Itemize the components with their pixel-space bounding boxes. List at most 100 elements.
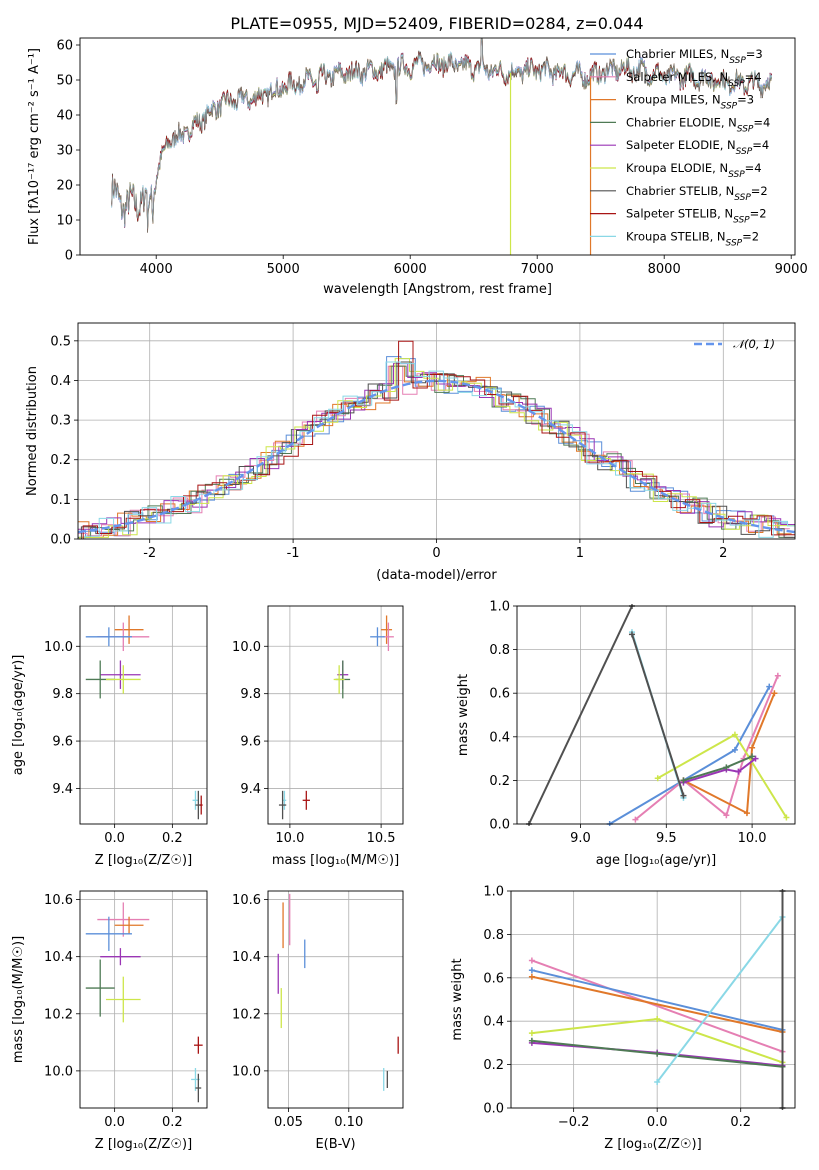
x-tick-label: 9.0 (570, 831, 591, 846)
y-tick-label: 30 (56, 144, 73, 159)
weight-marker (723, 764, 730, 771)
legend-label: Kroupa STELIB, NSSP=2 (626, 229, 759, 248)
legend-label: Kroupa ELODIE, NSSP=4 (626, 161, 762, 180)
weight-marker (528, 1037, 535, 1044)
legend-sub: SSP (737, 124, 754, 134)
weight-marker (654, 775, 661, 782)
y-tick-label: 10.6 (232, 893, 261, 908)
x-tick-label: 8000 (648, 262, 681, 277)
x-axis-label: Z [log₁₀(Z/Z☉)] (95, 853, 192, 868)
y-tick-label: 9.4 (240, 782, 261, 797)
weight-marker (743, 810, 750, 817)
weight-marker (749, 744, 756, 751)
legend-label: Salpeter STELIB, NSSP=2 (626, 207, 767, 226)
legend-sub: SSP (728, 79, 745, 89)
weight-line-kroupa-miles (531, 975, 783, 1033)
legend-suffix: =4 (752, 138, 769, 152)
weight-marker (654, 1050, 661, 1057)
y-tick-label: 0.8 (483, 928, 504, 943)
legend-suffix: =4 (745, 70, 762, 84)
legend-label: Kroupa MILES, NSSP=3 (626, 93, 754, 112)
axes-frame (267, 890, 404, 1109)
line-plot-area (528, 889, 786, 1110)
line-plot-area (526, 604, 790, 826)
x-tick-label: 10.5 (367, 831, 396, 846)
weight-marker (766, 683, 773, 690)
legend-suffix: =3 (746, 47, 763, 61)
y-tick-label: 60 (56, 39, 73, 54)
x-tick-label: 0.2 (162, 1115, 183, 1130)
legend-sub: SSP (728, 170, 745, 180)
y-tick-label: 0.6 (489, 687, 510, 702)
age-vs-metallicity-panel: 0.0 0.2 9.4 9.6 9.8 10.0 Z [log₁₀(Z/Z☉)] age [l… (11, 605, 208, 868)
y-tick-label: 1.0 (483, 885, 504, 900)
weight-marker (680, 777, 687, 784)
axes-frame (79, 605, 208, 825)
mass-vs-reddening-panel: 0.05 0.10 10.0 10.2 10.4 10.6 E(B-V) (232, 890, 404, 1152)
spectrum-panel: 4000 5000 6000 7000 8000 9000 0 10 20 30 40 50 60 wav… (27, 37, 808, 297)
weight-marker (774, 672, 781, 679)
x-tick-label: 0.0 (647, 1115, 668, 1130)
y-tick-label: 0.8 (489, 643, 510, 658)
y-axis-label: mass weight (450, 958, 465, 1040)
spectrum-line-salpeter-stelib (111, 38, 772, 231)
x-tick-label: 6000 (394, 262, 427, 277)
x-tick-label: 7000 (521, 262, 554, 277)
x-tick-label: -1 (287, 546, 300, 561)
legend-name: Chabrier STELIB, N (626, 184, 734, 198)
x-tick-label: 0.0 (104, 1115, 125, 1130)
weight-marker (752, 755, 759, 762)
axes-frame (79, 37, 796, 256)
y-axis-label: Flux [fλ10⁻¹⁷ erg cm⁻² s⁻¹ A⁻¹] (27, 48, 42, 245)
weight-marker (680, 792, 687, 799)
histogram-salpeter-stelib (82, 340, 795, 539)
axes-frame (516, 605, 796, 825)
legend-sub: SSP (733, 216, 750, 226)
y-tick-label: 10.6 (44, 893, 73, 908)
legend-sub: SSP (736, 147, 753, 157)
x-tick-label: 4000 (140, 262, 173, 277)
legend-suffix: =4 (753, 115, 770, 129)
y-tick-label: 10 (56, 214, 73, 229)
weight-vs-metallicity-panel: −0.2 0.0 0.2 0.0 0.2 0.4 0.6 0.8 1.0 Z [log₁₀(Z/Z… (450, 885, 796, 1152)
y-tick-label: 0.4 (483, 1015, 504, 1030)
weight-marker (528, 1030, 535, 1037)
weight-line-chabrier-stelib (528, 605, 633, 825)
weight-marker (783, 814, 790, 821)
x-tick-label: 9000 (775, 262, 808, 277)
weight-line-kroupa-stelib (656, 916, 784, 1083)
axes-frame (267, 605, 404, 825)
legend-sub: SSP (726, 238, 743, 248)
x-tick-label: 0.2 (162, 831, 183, 846)
y-tick-label: 0.4 (50, 374, 71, 389)
x-axis-label: wavelength [Angstrom, rest frame] (323, 282, 552, 297)
axes-frame (510, 890, 796, 1109)
y-tick-label: 9.8 (52, 687, 73, 702)
legend-suffix: =2 (750, 207, 767, 221)
weight-marker (528, 957, 535, 964)
x-tick-label: 0.0 (104, 831, 125, 846)
weight-line-chabrier-miles (531, 969, 783, 1031)
age-vs-mass-panel: 10.0 10.5 9.4 9.6 9.8 10.0 mass [log₁₀(M/M☉)] (232, 605, 404, 868)
x-tick-label: 0.10 (334, 1115, 363, 1130)
histogram-plot-area (78, 340, 795, 539)
x-axis-label: (data-model)/error (376, 568, 497, 583)
weight-marker (749, 753, 756, 760)
y-tick-label: 0.0 (50, 533, 71, 548)
x-axis-label: Z [log₁₀(Z/Z☉)] (95, 1137, 192, 1152)
legend-name: Salpeter ELODIE, N (626, 138, 736, 152)
x-axis-label: E(B-V) (315, 1137, 355, 1152)
weight-marker (528, 967, 535, 974)
legend-name: Kroupa MILES, N (626, 93, 721, 107)
weight-marker (654, 1016, 661, 1023)
x-tick-label: 0.2 (730, 1115, 751, 1130)
residual-histogram-panel: -2 -1 0 1 2 0.0 0.1 0.2 0.3 0.4 0.5 (data-model)/er… (25, 322, 796, 583)
y-tick-label: 0.6 (483, 971, 504, 986)
y-tick-label: 9.6 (52, 735, 73, 750)
y-tick-label: 9.8 (240, 687, 261, 702)
y-tick-label: 1.0 (489, 600, 510, 615)
y-tick-label: 40 (56, 109, 73, 124)
spectrum-line-kroupa-stelib (111, 38, 772, 229)
